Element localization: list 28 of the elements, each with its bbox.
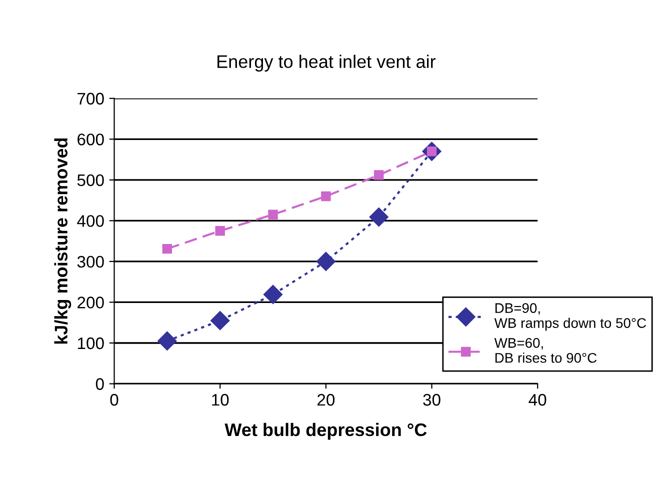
point	[158, 331, 177, 350]
point	[369, 207, 388, 227]
x-tick-label: 10	[212, 394, 229, 406]
x-tick-label: 20	[317, 394, 335, 406]
chart-title: Energy to heat inlet vent air	[218, 54, 436, 72]
point	[162, 244, 172, 254]
y-tick-label: 200	[78, 296, 104, 308]
y-tick-label: 300	[77, 256, 104, 268]
point	[263, 284, 283, 304]
point	[268, 210, 278, 220]
x-axis-title: Wet bulb depression °C	[224, 422, 427, 440]
x-tick-label: 40	[528, 394, 546, 406]
point	[210, 311, 230, 330]
point	[215, 226, 225, 236]
y-tick-label: 600	[78, 134, 104, 146]
y-tick-label: 100	[78, 337, 104, 350]
x-tick-label: 0	[110, 394, 118, 406]
y-tick-label: 700	[78, 92, 104, 105]
x-tick-label: 30	[423, 394, 440, 406]
y-tick-label: 0	[96, 378, 104, 390]
legend-label: WB=60, DB rises to 90°C	[494, 338, 597, 363]
y-tick-label: 400	[77, 215, 104, 227]
legend-label: DB=90, WB ramps down to 50°C	[494, 303, 646, 331]
point	[316, 252, 336, 271]
point	[374, 170, 384, 180]
y-axis-title: kJ/kg moisture removed	[54, 138, 72, 344]
y-tick-label: 500	[77, 174, 104, 186]
point	[321, 191, 331, 202]
